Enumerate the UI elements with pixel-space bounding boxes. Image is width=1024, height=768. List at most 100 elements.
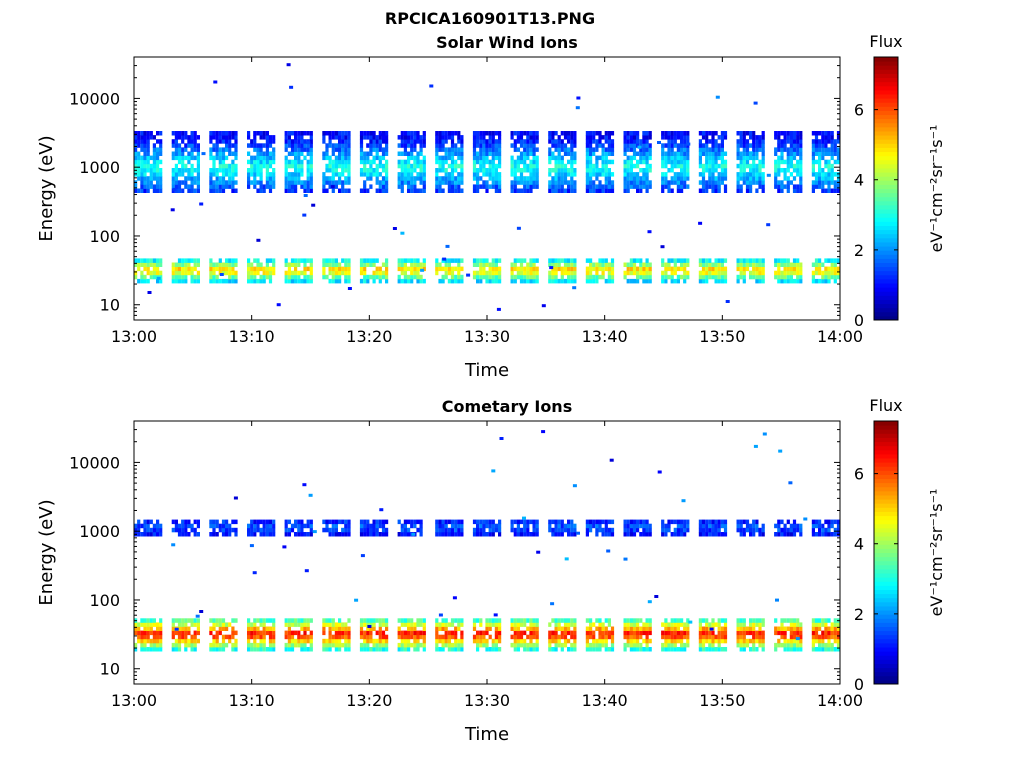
data-cell xyxy=(253,638,257,644)
data-cell xyxy=(742,618,746,623)
data-cell xyxy=(181,159,185,165)
data-cell xyxy=(344,519,348,525)
colorbar-segment xyxy=(874,85,898,91)
data-cell xyxy=(385,159,389,165)
data-cell xyxy=(460,278,464,284)
data-point xyxy=(347,287,352,290)
data-cell xyxy=(786,270,790,276)
data-cell xyxy=(212,147,216,152)
data-cell xyxy=(134,159,138,165)
data-cell xyxy=(347,172,351,177)
data-cell xyxy=(143,262,147,267)
data-cell xyxy=(190,184,194,189)
data-cell xyxy=(422,634,426,640)
data-cell xyxy=(711,527,715,533)
data-cell xyxy=(519,270,524,276)
data-cell xyxy=(720,168,724,173)
data-cell xyxy=(159,634,163,640)
data-cell xyxy=(140,630,144,636)
data-point xyxy=(156,276,161,280)
data-cell xyxy=(407,618,411,623)
data-cell xyxy=(187,630,191,636)
data-cell xyxy=(450,622,455,627)
data-cell xyxy=(742,139,746,144)
data-cell xyxy=(268,266,273,272)
data-cell xyxy=(272,147,276,152)
data-cell xyxy=(435,642,439,648)
data-cell xyxy=(827,519,831,525)
data-cell xyxy=(821,278,825,284)
data-cell xyxy=(667,622,671,627)
data-cell xyxy=(407,278,411,284)
data-cell xyxy=(714,147,718,152)
data-cell xyxy=(557,519,561,525)
data-cell xyxy=(259,532,263,537)
data-cell xyxy=(526,135,530,140)
data-cell xyxy=(636,630,640,636)
data-cell xyxy=(159,630,163,636)
data-cell xyxy=(140,262,144,267)
data-cell xyxy=(642,630,646,636)
data-cell xyxy=(623,180,627,185)
data-cell xyxy=(585,270,589,276)
data-cell xyxy=(592,168,596,173)
data-cell xyxy=(673,642,677,648)
data-cell xyxy=(385,147,389,152)
data-cell xyxy=(287,184,291,189)
data-cell xyxy=(683,622,687,627)
data-cell xyxy=(381,180,386,185)
data-cell xyxy=(262,163,266,169)
data-cell xyxy=(745,188,750,193)
data-cell xyxy=(673,630,677,636)
data-cell xyxy=(253,139,257,144)
data-cell xyxy=(799,278,803,284)
data-cell xyxy=(212,135,216,140)
data-cell xyxy=(513,618,517,623)
data-cell xyxy=(447,163,451,169)
data-cell xyxy=(680,262,684,267)
data-cell xyxy=(573,151,577,156)
data-cell xyxy=(554,618,558,623)
data-cell xyxy=(454,266,458,272)
data-cell xyxy=(284,258,288,263)
data-cell xyxy=(457,147,461,152)
data-cell xyxy=(752,155,756,161)
data-cell xyxy=(416,188,420,193)
data-cell xyxy=(303,180,307,185)
data-cell xyxy=(592,139,596,144)
data-cell xyxy=(338,532,342,537)
data-cell xyxy=(535,519,539,525)
data-cell xyxy=(814,278,819,284)
data-cell xyxy=(799,176,803,181)
data-cell xyxy=(626,642,630,648)
data-cell xyxy=(824,618,828,623)
data-cell xyxy=(814,532,819,537)
data-cell xyxy=(300,519,304,525)
data-cell xyxy=(218,184,222,189)
data-cell xyxy=(476,270,480,276)
data-cell xyxy=(347,159,351,165)
data-cell xyxy=(607,618,611,623)
data-cell xyxy=(359,278,364,284)
data-cell xyxy=(607,139,611,144)
data-cell xyxy=(632,172,637,177)
data-cell xyxy=(519,258,524,263)
data-cell xyxy=(557,258,561,263)
data-cell xyxy=(482,638,486,644)
data-cell xyxy=(601,155,605,161)
data-cell xyxy=(259,278,263,284)
data-cell xyxy=(664,155,668,161)
data-cell xyxy=(472,151,477,156)
data-cell xyxy=(378,519,382,525)
data-cell xyxy=(454,274,458,280)
data-cell xyxy=(818,139,822,144)
data-cell xyxy=(359,172,364,177)
data-cell xyxy=(548,184,552,189)
data-cell xyxy=(190,266,194,272)
data-cell xyxy=(742,180,746,185)
data-cell xyxy=(209,266,213,272)
data-cell xyxy=(181,618,185,623)
data-cell xyxy=(256,266,260,272)
data-cell xyxy=(209,532,213,537)
data-cell xyxy=(786,151,790,156)
